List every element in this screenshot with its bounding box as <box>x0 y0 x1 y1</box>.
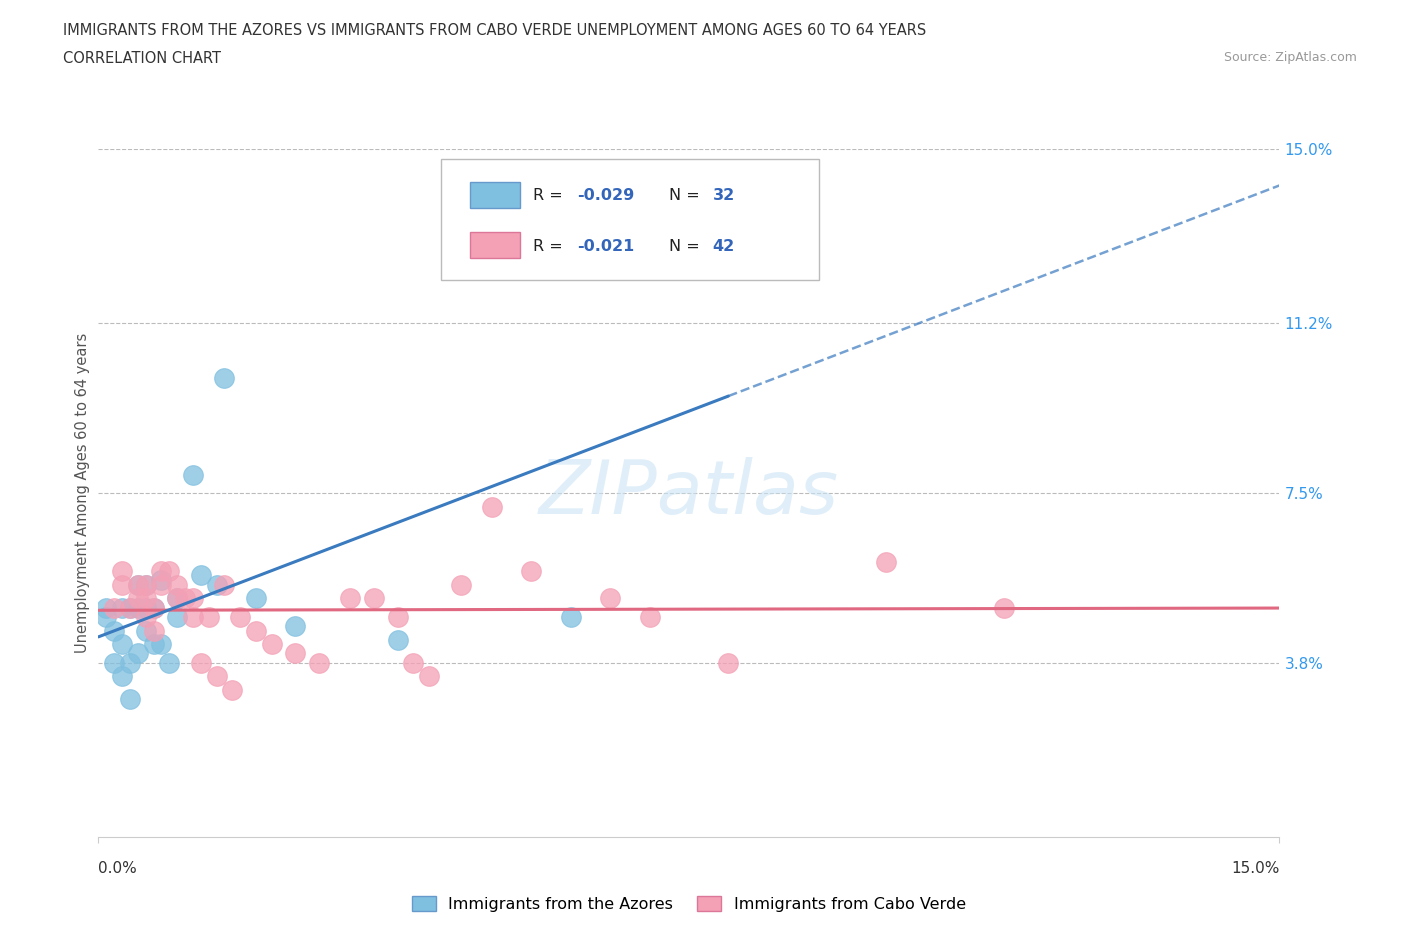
Point <box>284 618 307 633</box>
Text: CORRELATION CHART: CORRELATION CHART <box>63 51 221 66</box>
Point <box>96 600 118 615</box>
Point <box>111 669 134 684</box>
Point <box>387 632 409 647</box>
Point <box>402 656 425 671</box>
Point <box>150 564 173 578</box>
Point <box>181 609 204 624</box>
Point <box>150 573 173 588</box>
Point <box>387 609 409 624</box>
Text: 15.0%: 15.0% <box>1232 861 1279 876</box>
Text: ZIPatlas: ZIPatlas <box>538 457 839 529</box>
Point <box>418 669 440 684</box>
Point <box>142 637 165 652</box>
Point <box>118 656 141 671</box>
Point <box>205 578 228 592</box>
Point <box>166 578 188 592</box>
Point <box>127 600 149 615</box>
Text: N =: N = <box>669 238 704 254</box>
Point <box>135 609 157 624</box>
Point <box>717 656 740 671</box>
Point <box>135 578 157 592</box>
Point <box>111 578 134 592</box>
Point <box>481 499 503 514</box>
Point <box>127 646 149 661</box>
Point <box>96 609 118 624</box>
Point <box>166 609 188 624</box>
Legend: Immigrants from the Azores, Immigrants from Cabo Verde: Immigrants from the Azores, Immigrants f… <box>405 890 973 919</box>
Text: 42: 42 <box>713 238 735 254</box>
Point <box>181 467 204 482</box>
Point <box>560 609 582 624</box>
Point <box>118 692 141 707</box>
Point <box>363 591 385 605</box>
Point <box>157 564 180 578</box>
Text: 0.0%: 0.0% <box>98 861 138 876</box>
Point <box>308 656 330 671</box>
Point <box>875 554 897 569</box>
Point <box>197 609 219 624</box>
Point <box>150 578 173 592</box>
Point <box>174 591 197 605</box>
Point <box>157 656 180 671</box>
Point <box>339 591 361 605</box>
Point <box>221 683 243 698</box>
Point <box>284 646 307 661</box>
Point <box>520 564 543 578</box>
Point <box>599 591 621 605</box>
Point <box>135 623 157 638</box>
Point <box>118 600 141 615</box>
Point <box>245 623 267 638</box>
Point <box>127 591 149 605</box>
Text: IMMIGRANTS FROM THE AZORES VS IMMIGRANTS FROM CABO VERDE UNEMPLOYMENT AMONG AGES: IMMIGRANTS FROM THE AZORES VS IMMIGRANTS… <box>63 23 927 38</box>
FancyBboxPatch shape <box>471 182 520 208</box>
Text: -0.029: -0.029 <box>576 189 634 204</box>
Point <box>103 623 125 638</box>
Point <box>190 656 212 671</box>
Text: R =: R = <box>533 189 568 204</box>
Point <box>638 609 661 624</box>
Point <box>111 600 134 615</box>
Point <box>205 669 228 684</box>
Point <box>150 637 173 652</box>
Point <box>214 578 236 592</box>
Point <box>135 600 157 615</box>
Point <box>245 591 267 605</box>
FancyBboxPatch shape <box>471 232 520 259</box>
Point <box>127 578 149 592</box>
Point <box>135 578 157 592</box>
Y-axis label: Unemployment Among Ages 60 to 64 years: Unemployment Among Ages 60 to 64 years <box>75 333 90 653</box>
Point <box>142 600 165 615</box>
Text: Source: ZipAtlas.com: Source: ZipAtlas.com <box>1223 51 1357 64</box>
Point <box>103 600 125 615</box>
Point <box>190 568 212 583</box>
Text: N =: N = <box>669 189 704 204</box>
Text: -0.021: -0.021 <box>576 238 634 254</box>
Point <box>214 371 236 386</box>
Point <box>142 623 165 638</box>
Point <box>450 578 472 592</box>
Point <box>166 591 188 605</box>
FancyBboxPatch shape <box>441 159 818 280</box>
Point <box>111 637 134 652</box>
Point <box>993 600 1015 615</box>
Point <box>103 656 125 671</box>
Point <box>142 600 165 615</box>
Point <box>260 637 283 652</box>
Point <box>118 600 141 615</box>
Point <box>127 578 149 592</box>
Point <box>181 591 204 605</box>
Point <box>166 591 188 605</box>
Point <box>135 591 157 605</box>
Text: 32: 32 <box>713 189 735 204</box>
Point <box>717 243 740 258</box>
Point <box>111 564 134 578</box>
Text: R =: R = <box>533 238 568 254</box>
Point <box>229 609 252 624</box>
